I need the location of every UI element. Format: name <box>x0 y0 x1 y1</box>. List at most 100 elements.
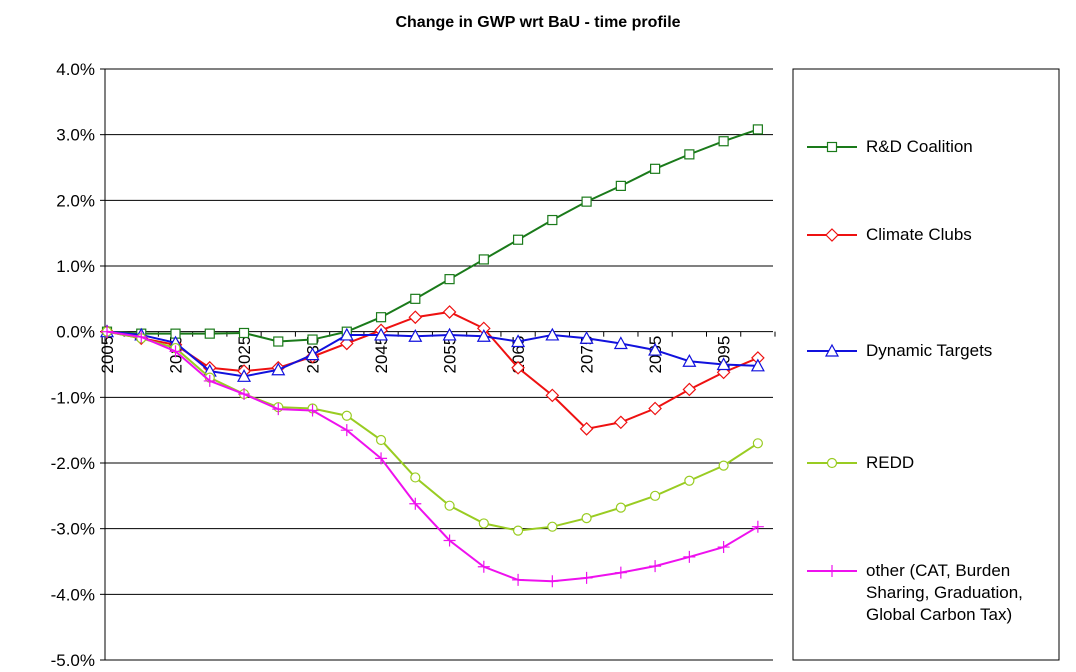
marker <box>101 325 113 338</box>
x-tick-label: 2025 <box>235 336 254 374</box>
marker <box>825 228 839 242</box>
marker <box>717 541 730 554</box>
marker <box>614 566 627 579</box>
marker <box>271 362 286 376</box>
marker <box>238 388 251 401</box>
x-tick-label: 2005 <box>98 336 117 374</box>
y-tick-label: -1.0% <box>51 388 95 407</box>
y-tick-label: 2.0% <box>56 191 95 210</box>
y-tick-label: -2.0% <box>51 454 95 473</box>
legend-label: R&D Coalition <box>866 137 973 156</box>
marker <box>579 330 594 344</box>
marker <box>648 401 662 416</box>
legend-label: REDD <box>866 453 915 472</box>
marker <box>442 305 457 319</box>
marker <box>306 404 319 417</box>
marker <box>478 254 489 265</box>
marker <box>408 310 423 325</box>
marker <box>826 565 838 577</box>
marker <box>512 525 524 536</box>
series-line <box>106 330 759 583</box>
marker <box>408 329 423 342</box>
marker <box>718 460 729 471</box>
marker <box>752 438 763 449</box>
series-line <box>106 128 759 343</box>
marker <box>375 312 387 323</box>
marker <box>547 214 558 226</box>
marker <box>442 327 457 341</box>
marker <box>613 415 628 430</box>
marker <box>580 571 593 584</box>
marker <box>684 475 695 486</box>
marker <box>374 327 389 341</box>
marker <box>650 490 661 501</box>
marker <box>650 163 661 174</box>
marker <box>135 330 148 343</box>
marker <box>824 343 840 357</box>
marker <box>512 234 524 245</box>
y-tick-label: -3.0% <box>51 520 95 539</box>
marker <box>511 360 525 375</box>
marker <box>237 369 252 382</box>
y-tick-label: 0.0% <box>56 323 95 342</box>
marker <box>752 124 763 135</box>
y-tick-label: -4.0% <box>51 585 95 604</box>
marker <box>581 196 592 207</box>
marker <box>339 327 354 341</box>
marker <box>613 336 628 350</box>
legend-label: Dynamic Targets <box>866 341 993 360</box>
legend-label: other (CAT, Burden Sharing, Graduation, … <box>866 561 1023 624</box>
marker <box>375 452 388 465</box>
x-tick-label: 2075 <box>578 336 597 374</box>
y-tick-label: 1.0% <box>56 257 95 276</box>
marker <box>305 347 320 361</box>
marker <box>476 329 491 342</box>
marker <box>410 293 421 304</box>
marker <box>238 327 250 339</box>
marker <box>750 358 765 372</box>
marker <box>751 520 764 533</box>
marker <box>512 573 525 586</box>
marker <box>649 560 662 573</box>
marker <box>307 334 318 345</box>
marker <box>511 334 526 348</box>
marker <box>340 424 353 437</box>
marker <box>272 403 285 416</box>
marker <box>169 345 182 358</box>
marker <box>716 357 731 371</box>
series-line <box>106 330 758 378</box>
marker <box>409 497 422 510</box>
marker <box>204 328 215 339</box>
marker <box>477 560 490 573</box>
marker <box>375 434 387 446</box>
marker <box>581 513 592 524</box>
marker <box>478 518 489 529</box>
marker <box>410 472 421 483</box>
marker <box>615 502 626 513</box>
marker <box>545 388 560 403</box>
marker <box>444 274 455 285</box>
marker <box>341 410 352 421</box>
marker <box>547 521 558 532</box>
marker <box>615 180 626 191</box>
marker <box>203 374 216 387</box>
marker <box>684 149 695 160</box>
legend-label: Climate Clubs <box>866 225 972 244</box>
legend-box <box>792 68 1060 661</box>
marker <box>545 327 560 341</box>
chart-title: Change in GWP wrt BaU - time profile <box>395 14 680 31</box>
marker <box>579 422 594 436</box>
marker <box>683 550 696 563</box>
marker <box>682 382 697 397</box>
marker <box>826 457 838 469</box>
marker <box>443 534 456 547</box>
marker <box>648 342 663 356</box>
x-tick-label: 2055 <box>441 336 460 374</box>
marker <box>444 500 455 511</box>
marker <box>826 141 838 153</box>
x-tick-label: 2045 <box>372 336 391 374</box>
y-tick-label: 4.0% <box>56 60 95 79</box>
marker <box>546 575 559 588</box>
